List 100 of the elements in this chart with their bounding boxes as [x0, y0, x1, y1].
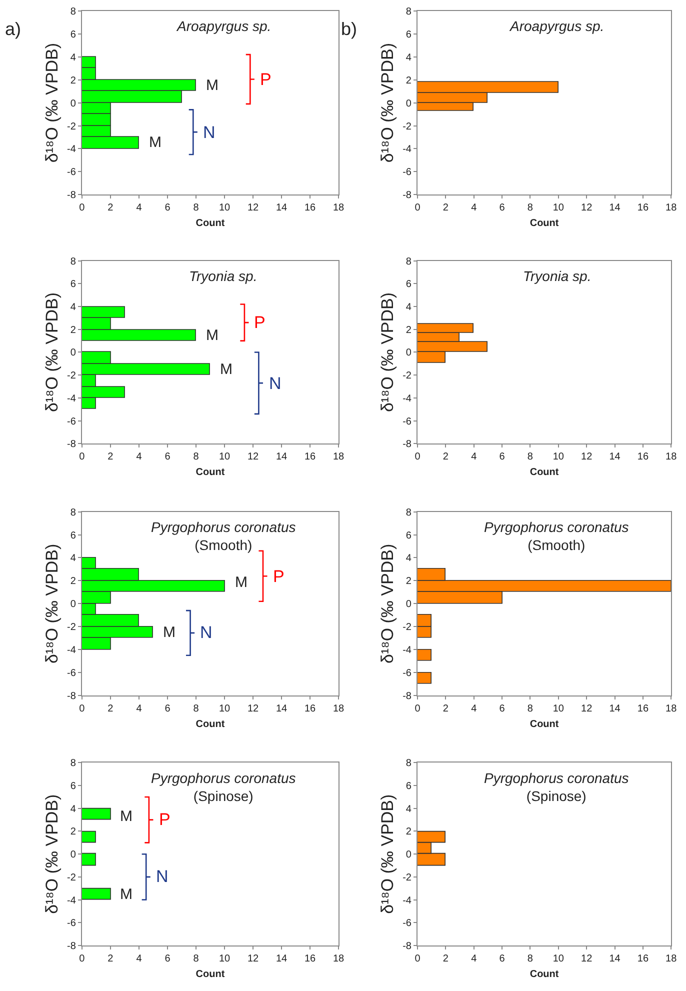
y-tick-label: 8	[70, 256, 76, 268]
x-tick-label: 16	[637, 953, 649, 964]
y-tick-label: -8	[402, 439, 412, 450]
y-tick-label: 2	[70, 576, 76, 588]
x-tick-label: 12	[247, 452, 260, 463]
y-tick-label: 0	[406, 348, 412, 359]
x-tick-label: 10	[552, 953, 564, 964]
y-axis-title: δ¹⁸O (‰ VPDB)	[42, 544, 62, 664]
y-tick-label: -4	[402, 895, 412, 906]
y-tick-label: -8	[402, 691, 412, 702]
x-tick-label: 6	[164, 452, 171, 463]
x-tick-label: 10	[218, 452, 230, 463]
y-tick-label: -4	[67, 645, 76, 656]
text: (Smooth)	[528, 537, 586, 554]
y-tick-label: -6	[67, 918, 76, 930]
y-tick-label: 6	[406, 29, 412, 40]
y-tick-label: -6	[402, 167, 412, 178]
y-tick-label: 0	[70, 599, 76, 610]
y-axis-title: δ¹⁸O (‰ VPDB)	[378, 794, 398, 914]
y-tick-label: 2	[406, 576, 412, 588]
y-tick-label: 4	[406, 302, 412, 314]
x-tick-label: 0	[79, 452, 86, 463]
text: Aroapyrgus sp.	[176, 18, 272, 34]
y-tick-label: 0	[406, 599, 412, 610]
y-tick-label: -8	[67, 190, 76, 202]
x-tick-label: 6	[164, 953, 171, 964]
y-tick-label: -8	[402, 940, 412, 952]
annotation: N	[203, 123, 216, 142]
y-tick-label: -2	[67, 622, 76, 634]
x-tick-label: 18	[666, 704, 678, 715]
y-tick-label: -8	[67, 940, 76, 952]
x-tick-label: 6	[164, 704, 171, 715]
x-tick-label: 14	[609, 953, 621, 964]
x-tick-label: 14	[276, 202, 288, 214]
text: Aroapyrgus sp.	[509, 18, 604, 34]
y-tick-label: -6	[402, 918, 412, 930]
y-tick-label: 6	[70, 29, 76, 40]
x-tick-label: 8	[193, 452, 200, 463]
x-tick-label: 14	[276, 704, 288, 715]
x-axis-title: Count	[196, 218, 226, 230]
x-tick-label: 2	[442, 202, 449, 214]
y-tick-label: -6	[67, 416, 76, 428]
x-tick-label: 14	[276, 452, 288, 463]
annotation: M	[206, 327, 218, 344]
x-tick-label: 16	[304, 704, 316, 715]
x-tick-label: 10	[218, 704, 230, 715]
y-tick-label: -2	[402, 370, 412, 382]
x-tick-label: 2	[108, 953, 114, 964]
x-axis-title: Count	[530, 218, 560, 230]
x-tick-label: 8	[527, 953, 534, 964]
y-tick-label: -6	[402, 668, 412, 680]
x-tick-label: 18	[666, 202, 678, 214]
x-tick-label: 10	[552, 452, 564, 463]
x-tick-label: 12	[247, 202, 260, 214]
x-tick-label: 6	[499, 953, 506, 964]
text: a)	[5, 19, 22, 39]
x-tick-label: 16	[304, 953, 316, 964]
x-tick-label: 18	[332, 202, 345, 214]
y-tick-label: -6	[67, 167, 76, 178]
x-tick-label: 10	[552, 202, 564, 214]
y-tick-label: -2	[402, 121, 412, 132]
y-tick-label: 8	[406, 507, 412, 518]
annotation: M	[120, 808, 132, 825]
x-tick-label: 14	[609, 202, 621, 214]
y-axis-title: δ¹⁸O (‰ VPDB)	[378, 292, 398, 412]
x-tick-label: 0	[414, 202, 421, 214]
x-tick-label: 2	[108, 704, 114, 715]
y-tick-label: -8	[67, 439, 76, 450]
x-tick-label: 4	[136, 202, 142, 214]
x-tick-label: 18	[332, 704, 345, 715]
x-tick-label: 6	[499, 202, 506, 214]
x-tick-label: 2	[442, 452, 449, 463]
text: Pyrgophorus coronatus	[151, 770, 296, 786]
x-tick-label: 18	[666, 452, 678, 463]
annotation: M	[120, 886, 132, 903]
y-tick-label: 6	[406, 781, 412, 792]
x-tick-label: 0	[414, 704, 421, 715]
x-axis-title: Count	[530, 467, 560, 478]
x-tick-label: 6	[499, 704, 506, 715]
y-tick-label: 2	[70, 324, 76, 336]
y-tick-label: -4	[67, 144, 76, 156]
x-tick-label: 4	[136, 452, 142, 463]
x-tick-label: 14	[609, 704, 621, 715]
annotation: M	[149, 134, 162, 151]
x-tick-label: 16	[304, 202, 316, 214]
y-tick-label: 4	[70, 804, 76, 815]
annotation: M	[206, 77, 218, 94]
y-tick-label: 8	[70, 758, 76, 770]
x-tick-label: 12	[247, 704, 260, 715]
x-tick-label: 4	[471, 704, 478, 715]
text: (Spinose)	[193, 788, 254, 804]
x-tick-label: 12	[581, 704, 593, 715]
x-tick-label: 10	[218, 202, 230, 214]
y-tick-label: 8	[70, 507, 76, 518]
y-axis-title: δ¹⁸O (‰ VPDB)	[378, 544, 398, 664]
y-tick-label: 0	[70, 98, 76, 110]
x-tick-label: 0	[79, 953, 86, 964]
y-tick-label: 4	[406, 553, 412, 564]
y-axis-title: δ¹⁸O (‰ VPDB)	[378, 43, 398, 163]
x-tick-label: 16	[637, 704, 649, 715]
